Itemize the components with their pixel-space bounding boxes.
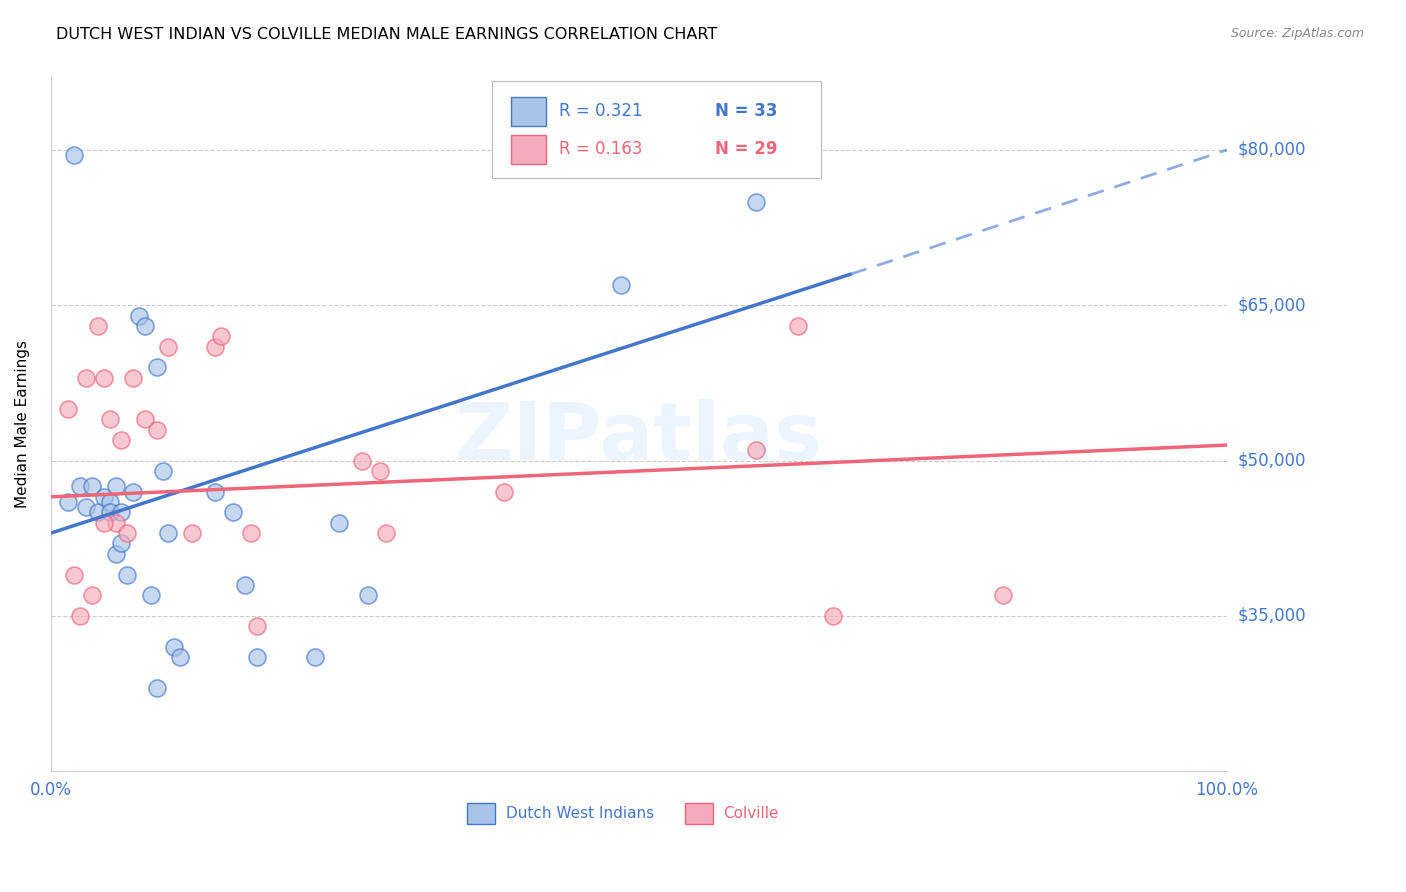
Point [75,370,97,384]
Point [93,490,115,504]
Point [157,340,180,354]
Point [357,588,380,602]
Point [304,650,326,665]
Point [93,370,115,384]
Point [69,609,91,624]
Point [122,370,145,384]
Point [98,505,121,519]
Text: R = 0.321: R = 0.321 [560,103,643,120]
Point [134,412,156,426]
FancyBboxPatch shape [467,803,495,824]
Point [352,453,374,467]
FancyBboxPatch shape [510,135,546,163]
Point [152,464,174,478]
Point [246,650,269,665]
Point [375,526,398,541]
Point [610,277,633,292]
Text: $50,000: $50,000 [1239,451,1306,469]
Text: Dutch West Indians: Dutch West Indians [506,806,654,822]
Point [63,148,86,162]
Point [204,484,226,499]
Text: R = 0.163: R = 0.163 [560,140,643,158]
Y-axis label: Median Male Earnings: Median Male Earnings [15,341,30,508]
Point [145,423,167,437]
Point [145,681,167,696]
Point [786,318,808,333]
Point [63,567,86,582]
Point [139,588,162,602]
Point [328,516,350,530]
Point [233,578,256,592]
Point [75,500,97,515]
Point [104,516,127,530]
Point [93,516,115,530]
Point [145,360,167,375]
Point [239,526,262,541]
Point [110,505,132,519]
Point [110,536,132,550]
Text: Colville: Colville [724,806,779,822]
Point [87,318,110,333]
Point [368,464,391,478]
Text: ZIPatlas: ZIPatlas [454,400,823,477]
Point [745,194,768,209]
Point [98,412,121,426]
Point [87,505,110,519]
Point [128,309,150,323]
Text: Source: ZipAtlas.com: Source: ZipAtlas.com [1230,27,1364,40]
Point [104,547,127,561]
Point [492,484,515,499]
Point [209,329,232,343]
Point [157,526,180,541]
Point [222,505,245,519]
Point [58,495,80,509]
Point [104,479,127,493]
Point [98,495,121,509]
FancyBboxPatch shape [510,97,546,126]
Point [181,526,204,541]
Point [821,609,844,624]
FancyBboxPatch shape [492,81,821,178]
Text: DUTCH WEST INDIAN VS COLVILLE MEDIAN MALE EARNINGS CORRELATION CHART: DUTCH WEST INDIAN VS COLVILLE MEDIAN MAL… [56,27,717,42]
Text: $65,000: $65,000 [1239,296,1306,314]
Point [246,619,269,633]
Point [80,479,103,493]
Point [117,526,139,541]
FancyBboxPatch shape [685,803,713,824]
Text: $80,000: $80,000 [1239,141,1306,159]
Point [204,340,226,354]
Point [69,479,91,493]
Point [745,443,768,458]
Point [163,640,186,654]
Point [80,588,103,602]
Text: $35,000: $35,000 [1239,607,1306,625]
Text: N = 33: N = 33 [716,103,778,120]
Point [117,567,139,582]
Point [993,588,1015,602]
Point [58,401,80,416]
Text: N = 29: N = 29 [716,140,778,158]
Point [122,484,145,499]
Point [134,318,156,333]
Point [110,433,132,447]
Point [169,650,191,665]
